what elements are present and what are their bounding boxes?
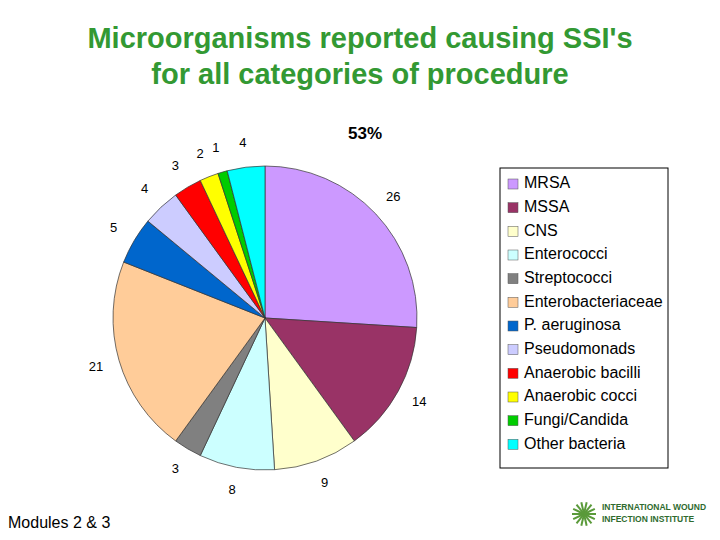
legend-label: MRSA [524,174,571,191]
legend-label: Enterococci [524,245,608,262]
legend-swatch [508,439,518,449]
title-line: Microorganisms reported causing SSI's [87,22,632,54]
legend-swatch [508,368,518,378]
footer-text: Modules 2 & 3 [8,514,110,531]
logo-ray [584,509,595,514]
legend-label: Enterobacteriaceae [524,293,663,310]
data-label: 4 [239,135,246,150]
data-labels: 261498321543214 [89,135,427,497]
logo-icon [572,502,596,525]
logo-text: INFECTION INSTITUTE [602,514,694,524]
data-label: 5 [110,220,117,235]
legend-label: Anaerobic bacilli [524,364,641,381]
pie-slice [265,318,354,470]
legend-label: Fungi/Candida [524,411,628,428]
legend-swatch [508,274,518,284]
legend-label: MSSA [524,198,570,215]
data-label: 9 [321,475,328,490]
legend-label: Other bacteria [524,435,625,452]
legend-swatch [508,226,518,236]
data-label: 4 [141,181,148,196]
data-label: 1 [212,140,219,155]
legend-swatch [508,321,518,331]
chart-container: Microorganisms reported causing SSI's for… [0,0,720,540]
legend-frame [500,168,668,468]
chart-svg: Microorganisms reported causing SSI's for… [0,0,720,540]
legend-swatch [508,392,518,402]
data-label: 26 [386,189,400,204]
data-label: 14 [412,394,426,409]
legend-swatch [508,179,518,189]
chart-title: Microorganisms reported causing SSI's for… [87,22,632,90]
legend-label: P. aeruginosa [524,316,621,333]
legend: MRSA MSSA CNS Enterococci Streptococci Entero… [500,168,668,468]
data-label: 2 [197,146,204,161]
logo-text: INTERNATIONAL WOUND [602,502,706,512]
pie-slice [227,166,265,318]
legend-swatch [508,250,518,260]
legend-label: Anaerobic cocci [524,387,637,404]
title-line: for all categories of procedure [151,58,568,90]
legend-label: Pseudomonads [524,340,635,357]
pie-group [113,166,417,470]
legend-swatch [508,345,518,355]
legend-label: Streptococci [524,269,612,286]
data-label: 3 [172,158,179,173]
legend-swatch [508,297,518,307]
legend-swatch [508,416,518,426]
legend-swatch [508,203,518,213]
legend-label: CNS [524,222,558,239]
data-label: 21 [89,359,103,374]
data-label: 3 [172,461,179,476]
pie-slice [265,166,417,328]
annotation: 53% [348,124,382,143]
data-label: 8 [228,482,235,497]
